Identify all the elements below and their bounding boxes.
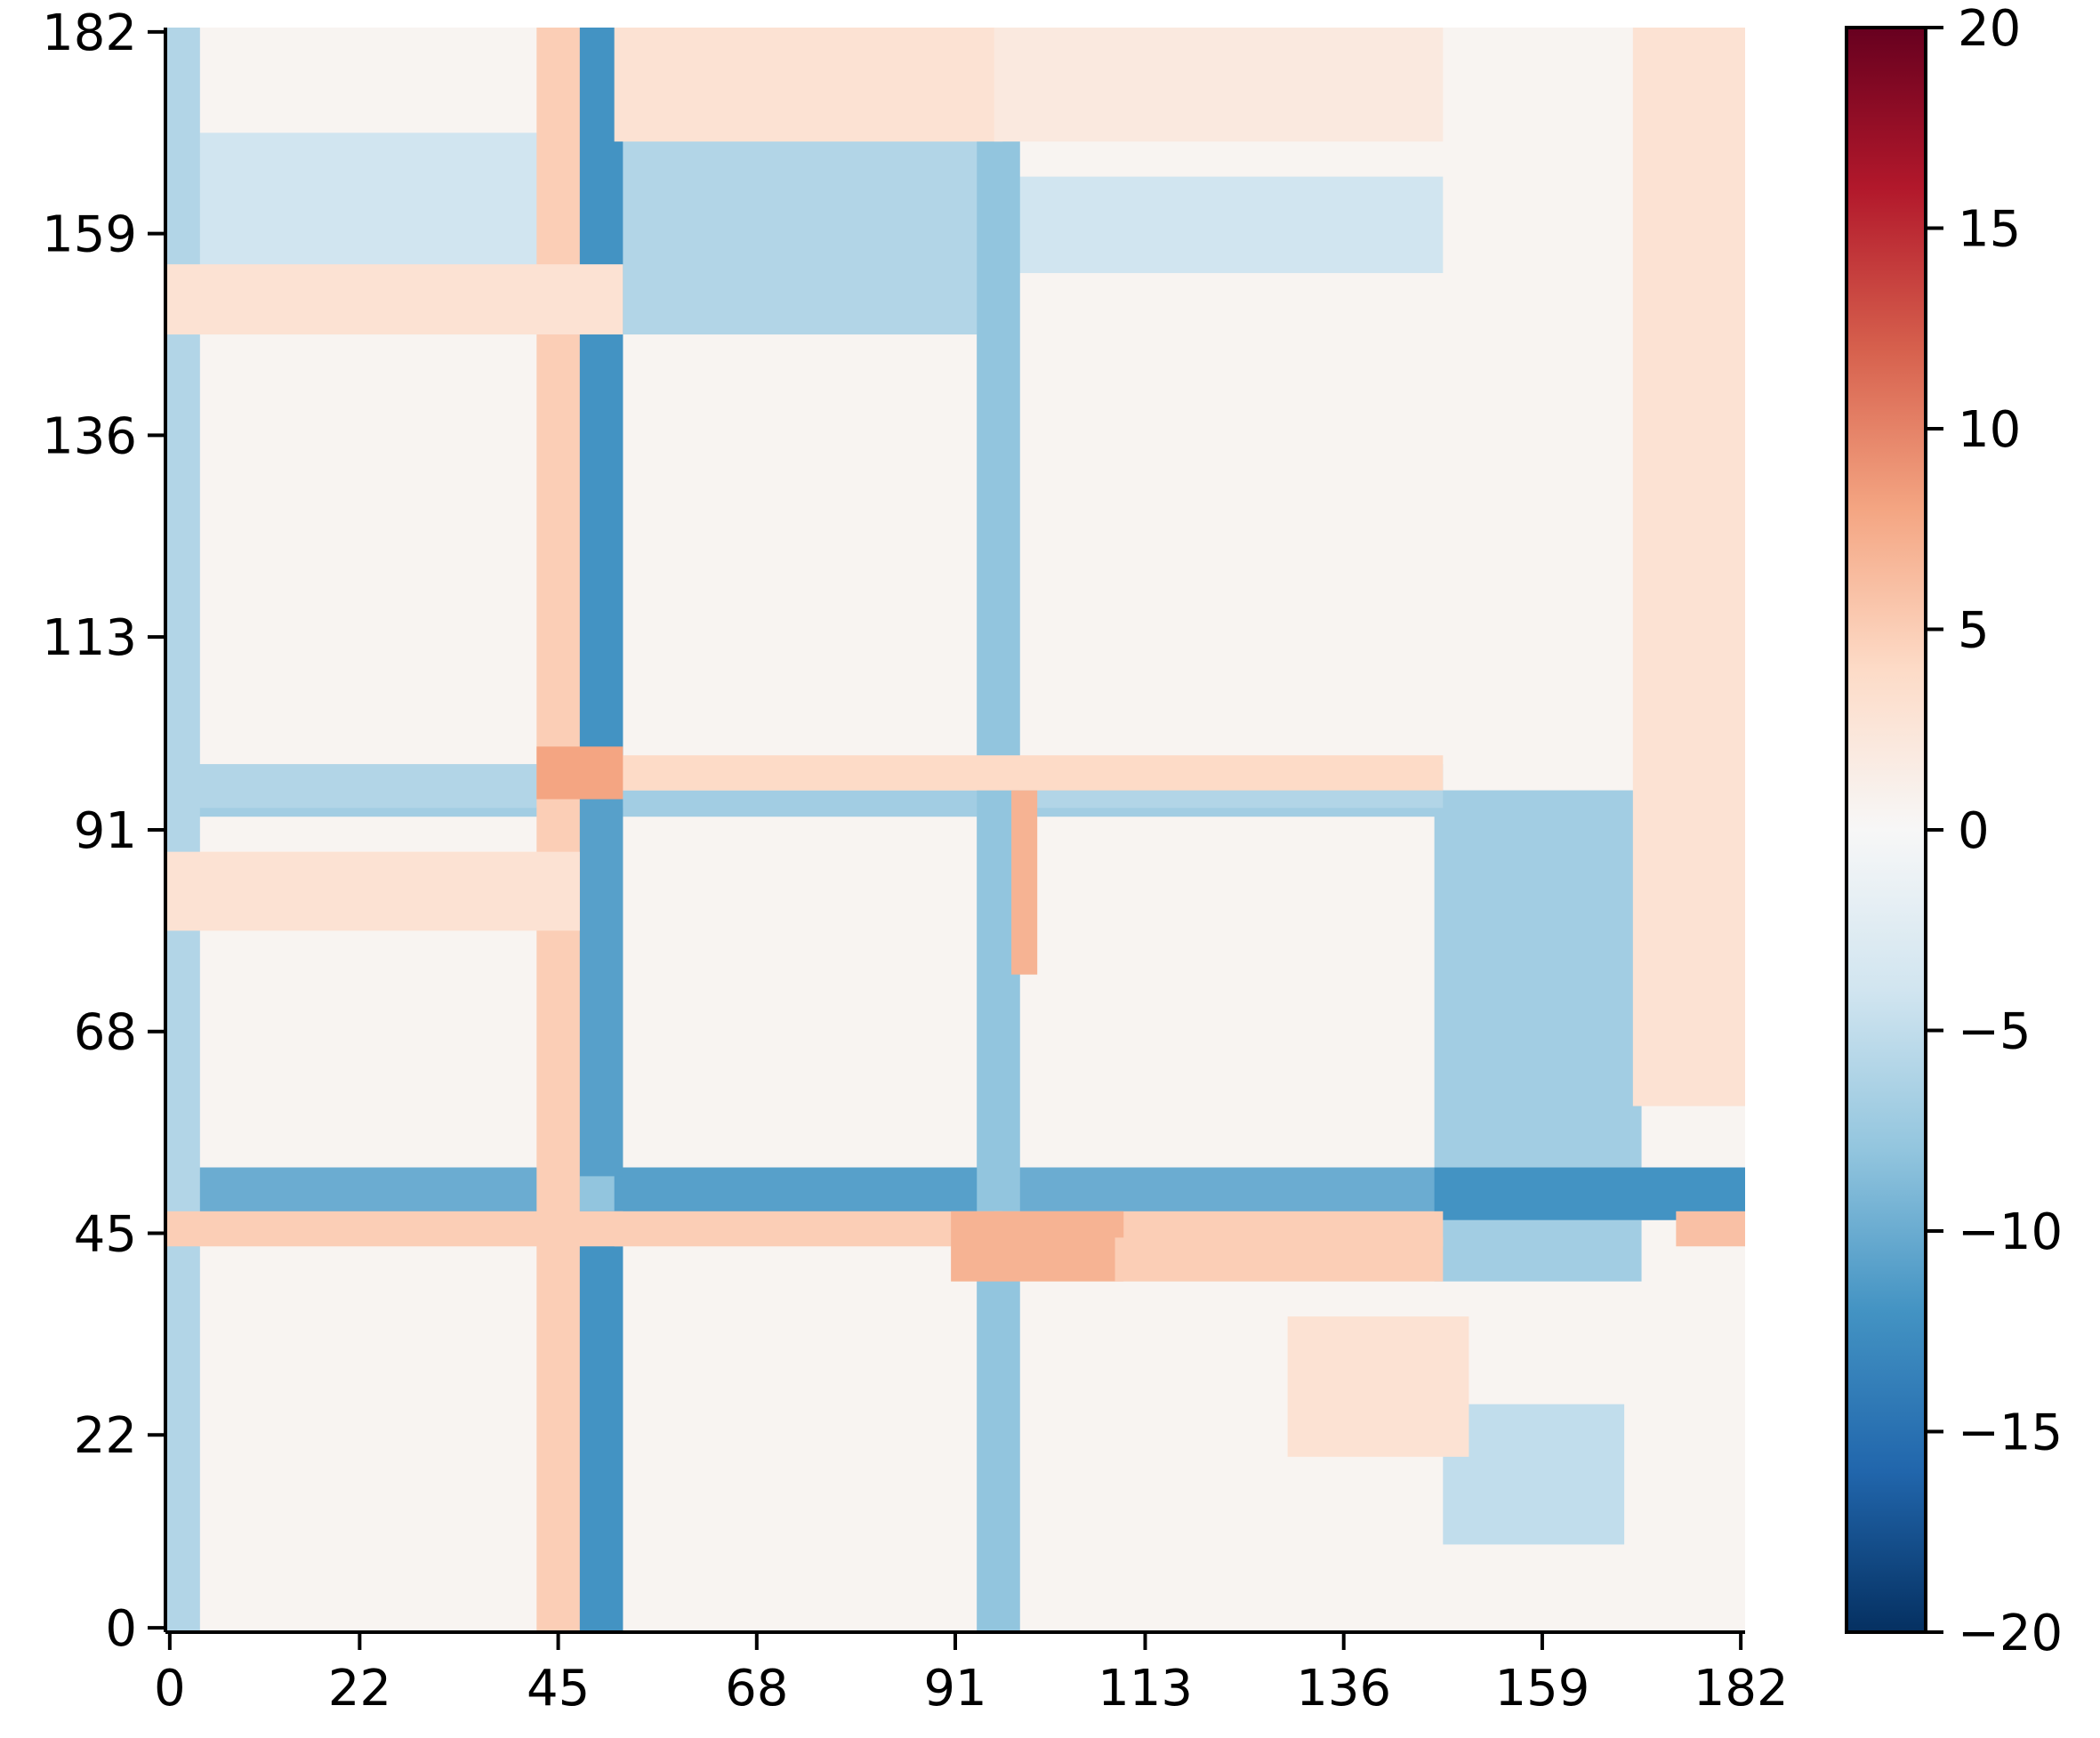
heatmap-cell-block bbox=[165, 1211, 624, 1247]
colorbar: 20 15 10 5 0 −5 −10 −15 −20 bbox=[1845, 0, 2063, 1662]
colorbar-fill bbox=[1847, 28, 1926, 1632]
heatmap-cell-block bbox=[1114, 1237, 1444, 1282]
heatmap-cell-block bbox=[614, 755, 1444, 791]
x-tick-label: 182 bbox=[1694, 1660, 1789, 1718]
heatmap-cell-block bbox=[1632, 28, 1745, 1106]
y-tick-label: 45 bbox=[74, 1205, 137, 1263]
heatmap-cell-block bbox=[614, 28, 1003, 142]
y-tick-label: 22 bbox=[74, 1407, 137, 1465]
x-tick-label: 45 bbox=[527, 1660, 590, 1718]
colorbar-tick-label: −10 bbox=[1958, 1203, 2063, 1261]
heatmap-cell-block bbox=[614, 1211, 1003, 1247]
x-tick-label: 159 bbox=[1494, 1660, 1589, 1718]
heatmap-cell-block bbox=[1287, 1316, 1469, 1457]
x-tick-label: 0 bbox=[154, 1660, 186, 1718]
y-tick-label: 91 bbox=[74, 802, 137, 860]
heatmap-cell-block bbox=[165, 264, 624, 335]
colorbar-tick-label: 15 bbox=[1958, 201, 2021, 259]
colorbar-tick-label: −5 bbox=[1958, 1003, 2032, 1061]
colorbar-tick-label: 0 bbox=[1958, 802, 1990, 860]
y-tick-label: 136 bbox=[42, 407, 137, 465]
y-tick-label: 0 bbox=[105, 1600, 137, 1658]
y-tick-label: 182 bbox=[42, 4, 137, 62]
x-tick-label: 113 bbox=[1098, 1660, 1193, 1718]
colorbar-tick-label: 20 bbox=[1958, 0, 2021, 58]
heatmap-cells bbox=[165, 28, 1745, 1632]
heatmap-cell-block bbox=[614, 133, 1003, 335]
colorbar-ticks: 20 15 10 5 0 −5 −10 −15 −20 bbox=[1926, 0, 2063, 1662]
heatmap-cell-block bbox=[165, 851, 580, 931]
colorbar-tick-label: 10 bbox=[1958, 401, 2021, 459]
x-tick-label: 22 bbox=[328, 1660, 391, 1718]
heatmap-cell-block bbox=[536, 746, 624, 800]
heatmap-cell-block bbox=[951, 1211, 1124, 1282]
y-tick-label: 113 bbox=[42, 609, 137, 667]
colorbar-tick-label: −15 bbox=[1958, 1404, 2063, 1462]
y-axis: 0 22 45 68 91 113 136 159 182 bbox=[42, 4, 167, 1658]
colorbar-tick-label: 5 bbox=[1958, 602, 1990, 660]
x-axis: 0 22 45 68 91 113 136 159 182 bbox=[154, 1630, 1789, 1718]
x-tick-label: 68 bbox=[725, 1660, 788, 1718]
y-tick-label: 159 bbox=[42, 206, 137, 264]
colorbar-tick-label: −20 bbox=[1958, 1605, 2063, 1662]
heatmap-cell-block bbox=[994, 176, 1444, 274]
heatmap-cell-block bbox=[1443, 1404, 1625, 1545]
heatmap-cell-block bbox=[994, 28, 1444, 142]
x-tick-label: 136 bbox=[1296, 1660, 1391, 1718]
heatmap-cell-block bbox=[1011, 790, 1038, 975]
x-tick-label: 91 bbox=[923, 1660, 986, 1718]
y-tick-label: 68 bbox=[74, 1004, 137, 1062]
heatmap-cell-block bbox=[1676, 1211, 1745, 1247]
